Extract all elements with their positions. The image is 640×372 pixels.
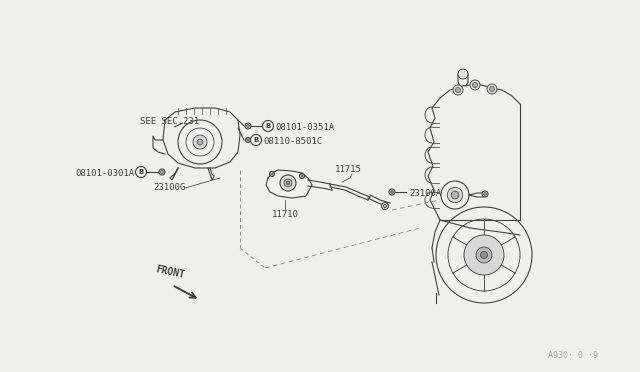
Circle shape <box>464 235 504 275</box>
Text: A930· 0 ·9: A930· 0 ·9 <box>548 352 598 360</box>
Circle shape <box>447 187 463 203</box>
Circle shape <box>484 193 486 195</box>
Circle shape <box>280 175 296 191</box>
Text: B: B <box>253 137 259 143</box>
Text: 23100A: 23100A <box>409 189 441 198</box>
Circle shape <box>458 69 468 79</box>
Text: B: B <box>138 169 143 175</box>
Circle shape <box>472 83 477 87</box>
Circle shape <box>490 87 495 92</box>
Circle shape <box>159 169 165 175</box>
Circle shape <box>381 202 388 209</box>
Circle shape <box>136 167 147 177</box>
Circle shape <box>246 125 250 127</box>
Circle shape <box>301 175 303 177</box>
Circle shape <box>470 80 480 90</box>
Circle shape <box>250 135 262 145</box>
Circle shape <box>246 138 250 142</box>
Circle shape <box>262 121 273 131</box>
Circle shape <box>161 171 163 173</box>
Text: 11710: 11710 <box>271 210 298 219</box>
Circle shape <box>453 85 463 95</box>
Circle shape <box>383 205 387 208</box>
Circle shape <box>487 84 497 94</box>
Circle shape <box>451 191 459 199</box>
Text: B: B <box>266 123 271 129</box>
Circle shape <box>300 173 305 179</box>
Circle shape <box>247 139 249 141</box>
Circle shape <box>456 87 461 93</box>
Circle shape <box>245 123 251 129</box>
Circle shape <box>284 179 292 187</box>
Text: 23100G: 23100G <box>153 183 185 192</box>
Text: 08110-8501C: 08110-8501C <box>263 137 322 145</box>
Text: 08101-0301A: 08101-0301A <box>76 169 135 177</box>
Circle shape <box>476 247 492 263</box>
Text: FRONT: FRONT <box>155 264 186 280</box>
Circle shape <box>271 173 273 175</box>
Text: 11715: 11715 <box>335 166 362 174</box>
Circle shape <box>481 251 488 259</box>
Circle shape <box>389 189 395 195</box>
Circle shape <box>390 190 394 193</box>
Text: SEE SEC.231: SEE SEC.231 <box>140 118 199 126</box>
Circle shape <box>269 171 275 176</box>
Text: 08101-0351A: 08101-0351A <box>275 122 334 131</box>
Circle shape <box>286 181 290 185</box>
Circle shape <box>482 191 488 197</box>
Circle shape <box>193 135 207 149</box>
Circle shape <box>197 139 203 145</box>
